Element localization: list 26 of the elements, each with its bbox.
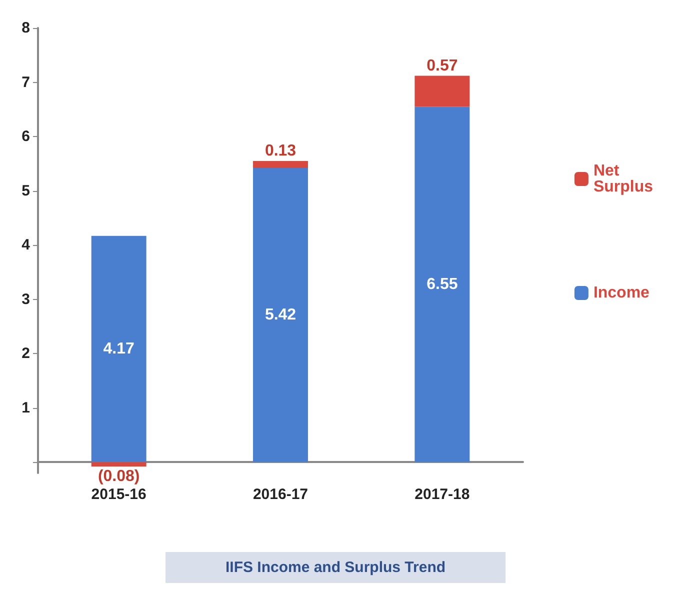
legend-label: Net Surplus [593,162,654,196]
data-label: 6.55 [426,276,458,293]
y-tick-label: 2 [22,345,30,362]
data-label: 0.57 [426,57,458,74]
data-label: 5.42 [264,306,296,324]
y-tick-label: 3 [22,290,30,308]
data-label: 4.17 [103,340,135,358]
bar [253,168,308,462]
legend-label: Income [593,284,650,302]
y-tick-label: 8 [22,20,30,36]
y-tick-label: 5 [22,182,30,200]
bar [414,76,470,107]
bar [91,236,146,462]
bar [414,106,470,462]
y-tick-label: 6 [22,128,30,146]
bar [253,160,308,168]
y-tick-label: 1 [22,399,30,416]
y-tick-label: 7 [22,74,30,91]
y-tick-label: 4 [22,236,31,254]
data-label: (0.08) [98,468,140,485]
text: IIFS Income and Surplus Trend [225,559,446,576]
bar [91,462,146,466]
x-tick-label: 2015-16 [91,486,146,503]
x-tick-label: 2016-17 [252,486,308,503]
data-label: 0.13 [264,142,296,160]
x-tick-label: 2017-18 [414,486,470,503]
